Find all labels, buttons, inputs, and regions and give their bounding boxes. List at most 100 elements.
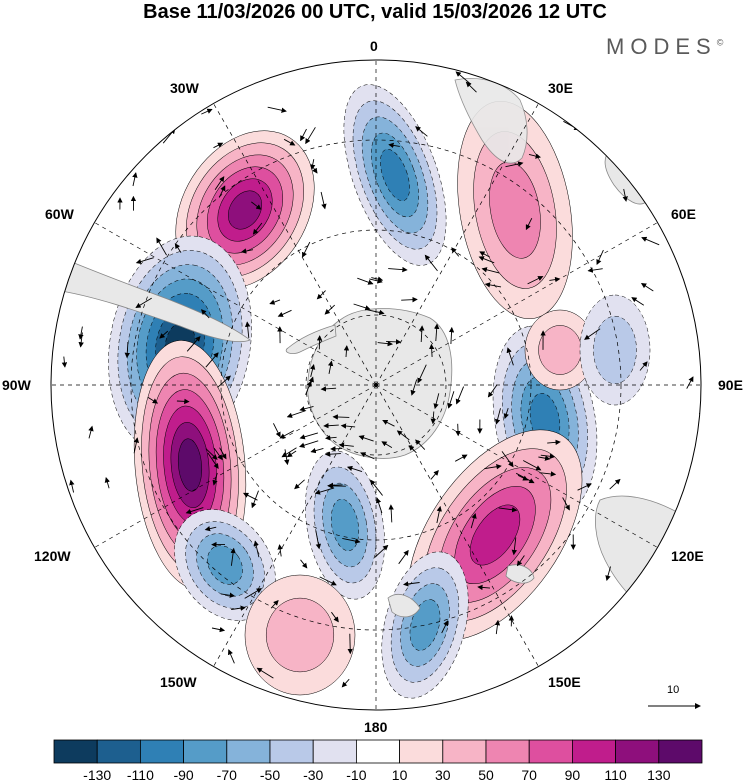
flow-vector-arrow [340, 423, 356, 429]
flow-vector-arrow [516, 555, 525, 567]
flow-vector-arrow [214, 176, 225, 191]
meridian-line [90, 384, 377, 551]
flow-vector-arrow [104, 477, 110, 489]
flow-vector-arrow [501, 451, 514, 468]
flow-vector-arrow [315, 530, 322, 550]
colorbar-tick-label: 30 [435, 767, 451, 783]
flow-vector-arrow [477, 584, 491, 591]
flow-vector-arrow [325, 435, 337, 441]
flow-vector-arrow [305, 127, 316, 145]
colorbar-tick-label: 130 [647, 767, 671, 783]
flow-vector-arrow [314, 487, 335, 495]
flow-vector-arrow [539, 471, 557, 477]
meridian-line [210, 384, 377, 671]
colorbar-swatch [442, 739, 487, 764]
flow-vector-arrow [455, 386, 465, 405]
colorbar-tick-label: -50 [259, 767, 281, 783]
flow-vector-arrow [587, 267, 603, 273]
flow-vector-arrow [256, 667, 274, 679]
flow-vector-arrow [511, 537, 518, 556]
flow-vector-arrow [207, 452, 219, 469]
flow-vector-arrow [213, 142, 224, 149]
flow-vector-arrow [465, 81, 477, 93]
flow-vector-arrow [419, 325, 425, 343]
flow-vector-arrow [156, 237, 167, 256]
flow-vector-arrow [299, 432, 319, 440]
lon-label-120e: 120E [671, 548, 704, 564]
flow-vector-arrow [584, 328, 601, 340]
flow-vector-arrow [375, 497, 383, 514]
colorbar-tick-label: -30 [303, 767, 324, 783]
colorbar-tick-label: -110 [126, 767, 154, 783]
flow-vector-arrow [323, 423, 339, 429]
lat-lon-grid [51, 60, 701, 710]
lon-label-0: 0 [370, 38, 378, 54]
flow-vector-arrow [370, 479, 383, 496]
colorbar-tick-label: -90 [173, 767, 194, 783]
flow-vector-arrow [200, 309, 210, 319]
flow-vector-arrow [205, 352, 219, 368]
flow-vector-arrow [417, 364, 427, 384]
flow-vector-arrow [253, 540, 260, 558]
flow-vector-arrow [324, 451, 341, 457]
flow-vector-arrow [244, 321, 251, 338]
flow-vector-arrow [133, 437, 140, 454]
colorbar-swatch [312, 739, 357, 764]
positive-anomaly-30e [457, 101, 573, 319]
flow-vector-arrow [430, 411, 436, 425]
flow-vector-arrow [641, 236, 660, 246]
flow-vector-arrow [415, 126, 428, 137]
flow-vector-arrow [132, 172, 138, 187]
flow-vector-arrow [365, 308, 385, 316]
flow-vector-arrow [401, 296, 418, 303]
flow-vector-arrow [286, 410, 307, 418]
flow-vector-arrow [61, 356, 68, 368]
flow-vector-arrow [479, 251, 491, 258]
latitude-circle-outer [130, 139, 622, 631]
flow-vector-arrow [341, 678, 350, 688]
colorbar-tick-label: 10 [391, 767, 408, 783]
flow-vector-arrow [596, 249, 604, 266]
flow-vector-arrow [609, 478, 621, 490]
flow-vector-arrow [201, 108, 213, 115]
colorbar-swatch [355, 739, 400, 764]
anomaly-contour-band [380, 148, 410, 202]
flow-vector-arrow [522, 460, 542, 471]
flow-vector-arrow [327, 482, 343, 489]
colorbar-swatch [658, 739, 703, 764]
flow-vector-arrow [240, 248, 254, 254]
flow-vector-arrow [454, 454, 468, 462]
flow-vector-arrow [320, 386, 337, 392]
flow-vector-arrow [481, 267, 500, 274]
flow-vector-arrow [320, 191, 327, 210]
flow-vector-arrow [428, 343, 435, 358]
flow-vector-arrow [487, 384, 498, 398]
negative-anomaly-135w [174, 509, 276, 621]
flow-vector-arrow [220, 592, 235, 598]
lon-label-30e: 30E [548, 80, 573, 96]
negative-anomaly-165w [305, 450, 385, 600]
flow-vector-arrow [332, 414, 350, 420]
flow-vector-arrow [338, 442, 354, 448]
map-border [50, 59, 702, 711]
flow-vector-arrow [310, 159, 316, 170]
lon-label-150e: 150E [548, 674, 581, 690]
reference-vector-label: 10 [667, 684, 680, 696]
lon-label-90e: 90E [718, 377, 743, 393]
flow-vector-arrow [506, 347, 514, 366]
anomaly-contour-band [538, 325, 582, 375]
colorbar-swatch [269, 739, 314, 764]
colorbar-swatch [139, 739, 184, 764]
flow-vector-arrow [388, 504, 394, 523]
flow-vector-arrow [382, 419, 395, 427]
flow-vector-arrow [498, 507, 518, 513]
flow-vector-arrow [622, 188, 628, 202]
colorbar-tick-label: -10 [346, 767, 367, 783]
flow-vector-arrow [436, 505, 442, 524]
flow-vector-arrow [577, 483, 592, 491]
colorbar-tick-label: 50 [478, 767, 494, 783]
flow-vector-arrow [346, 465, 363, 473]
flow-vector-arrow [342, 537, 361, 544]
flow-vector-arrow [309, 364, 316, 378]
lon-label-60e: 60E [671, 206, 696, 222]
